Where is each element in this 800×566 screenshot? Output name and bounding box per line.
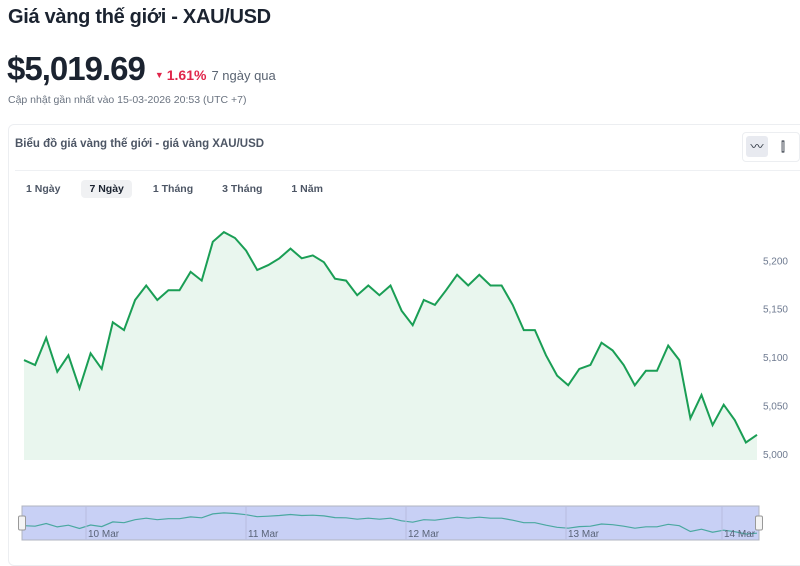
price-area <box>24 232 757 460</box>
navigator-right-handle[interactable] <box>755 515 763 531</box>
line-chart-icon[interactable]: 〰 <box>746 136 768 157</box>
last-updated: Cập nhật gần nhất vào 15-03-2026 20:53 (… <box>8 94 247 106</box>
y-tick-label: 5,000 <box>763 450 788 461</box>
page-title: Giá vàng thế giới - XAU/USD <box>8 6 271 28</box>
change-period: 7 ngày qua <box>211 68 276 83</box>
y-tick-label: 5,100 <box>763 353 788 364</box>
tab-3-months[interactable]: 3 Tháng <box>222 183 263 195</box>
candlestick-icon[interactable]: ⫿ <box>780 139 786 154</box>
price-line <box>23 230 758 444</box>
navigator[interactable]: 10 Mar 11 Mar 12 Mar 13 Mar 14 Mar <box>18 505 763 541</box>
y-tick-label: 5,050 <box>763 402 788 413</box>
price-change: ▼ 1.61% <box>154 67 207 83</box>
navigator-date-label: 13 Mar <box>568 529 600 540</box>
y-tick-label: 5,150 <box>763 305 788 316</box>
y-tick-label: 5,200 <box>763 256 788 267</box>
navigator-date-label: 12 Mar <box>408 529 440 540</box>
navigator-date-label: 14 Mar <box>724 529 756 540</box>
caret-down-icon: ▼ <box>154 70 164 80</box>
current-price: $5,019.69 <box>7 50 146 87</box>
navigator-date-label: 11 Mar <box>248 529 279 540</box>
divider <box>15 170 800 171</box>
tab-7-days[interactable]: 7 Ngày <box>81 180 132 198</box>
price-row: $5,019.69 ▼ 1.61% 7 ngày qua <box>7 50 276 88</box>
navigator-date-label: 10 Mar <box>88 529 120 540</box>
navigator-left-handle[interactable] <box>18 515 26 531</box>
range-tabs: 1 Ngày 7 Ngày 1 Tháng 3 Tháng 1 Năm <box>18 180 344 198</box>
navigator-window[interactable] <box>21 505 760 541</box>
price-chart: 5,000 5,050 5,100 5,150 5,200 10 Mar 11 Mar 12… <box>18 230 788 541</box>
chart-title: Biểu đồ giá vàng thế giới - giá vàng XAU… <box>15 138 265 150</box>
tab-1-year[interactable]: 1 Năm <box>291 183 323 195</box>
tab-1-day[interactable]: 1 Ngày <box>26 183 61 195</box>
navigator-line <box>23 512 758 535</box>
tab-1-month[interactable]: 1 Tháng <box>152 183 194 195</box>
